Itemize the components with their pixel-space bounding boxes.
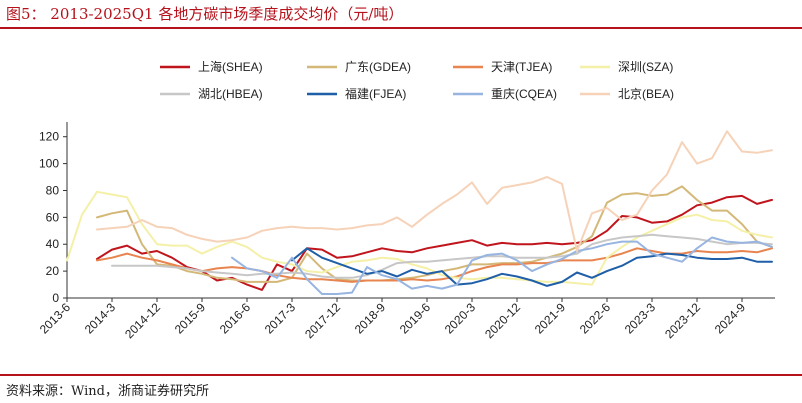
line-chart: 上海(SHEA) 广东(GDEA) 天津(TJEA) 深圳(SZA) 湖北(HBEA) 福…	[37, 59, 775, 341]
x-tick-label: 2016-6	[217, 300, 254, 337]
series-line-2	[96, 247, 773, 283]
series-line-1	[96, 185, 773, 283]
x-tick-label: 2014-3	[82, 300, 119, 337]
x-tick-label: 2020-12	[482, 300, 523, 341]
title-rule	[0, 27, 802, 29]
series-line-3	[66, 190, 773, 286]
x-tick-label: 2023-3	[622, 300, 659, 337]
y-tick-label: 60	[46, 210, 60, 224]
legend-label-3: 深圳(SZA)	[618, 60, 673, 74]
x-tick-label: 2023-12	[662, 300, 703, 341]
series-line-5	[291, 247, 773, 287]
x-tick-label: 2017-12	[302, 300, 343, 341]
y-tick-label: 120	[39, 130, 59, 144]
legend-label-1: 广东(GDEA)	[345, 60, 411, 74]
y-tick-label: 100	[39, 157, 59, 171]
chart-lines	[66, 130, 773, 295]
x-tick-label: 2015-9	[172, 300, 209, 337]
x-tick-label: 2017-3	[262, 300, 299, 337]
legend-label-0: 上海(SHEA)	[198, 59, 263, 74]
x-tick-label: 2014-12	[122, 300, 163, 341]
x-tick-label: 2021-9	[532, 300, 569, 337]
series-line-4	[111, 233, 773, 279]
x-tick-label: 2013-6	[37, 300, 74, 337]
legend-label-7: 北京(BEA)	[618, 87, 674, 101]
x-tick-label: 2018-9	[352, 300, 389, 337]
x-tick-label: 2019-6	[397, 300, 434, 337]
x-tick-label: 2022-6	[577, 300, 614, 337]
legend-label-6: 重庆(CQEA)	[491, 87, 557, 101]
y-tick-label: 0	[52, 291, 59, 305]
source-rule	[0, 374, 802, 376]
series-line-7	[96, 130, 773, 252]
y-tick-label: 40	[46, 237, 60, 251]
y-tick-label: 20	[46, 264, 60, 278]
legend-label-4: 湖北(HBEA)	[198, 86, 263, 101]
legend-label-2: 天津(TJEA)	[491, 60, 552, 74]
x-tick-label: 2024-9	[712, 300, 749, 337]
legend: 上海(SHEA) 广东(GDEA) 天津(TJEA) 深圳(SZA) 湖北(HBEA) 福…	[160, 59, 674, 101]
source-note: 资料来源：Wind，浙商证券研究所	[6, 384, 209, 399]
y-tick-label: 80	[46, 183, 60, 197]
figure-title: 图5： 2013-2025Q1 各地方碳市场季度成交均价（元/吨）	[6, 5, 404, 23]
series-line-6	[231, 236, 773, 295]
x-tick-label: 2020-3	[442, 300, 479, 337]
legend-label-5: 福建(FJEA)	[345, 86, 406, 101]
